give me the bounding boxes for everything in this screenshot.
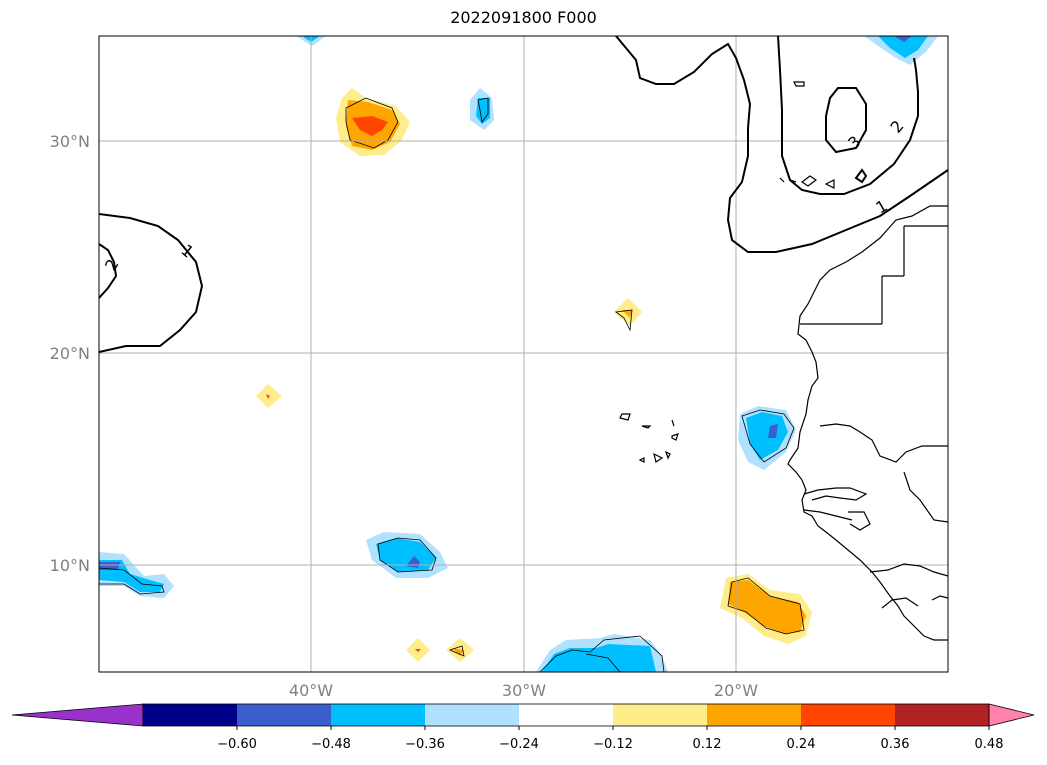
lat-tick-label: 30°N <box>50 132 90 151</box>
colorbar-tick-label: −0.48 <box>311 737 351 752</box>
positive-anomaly-patch <box>352 116 388 136</box>
lon-tick-label: 20°W <box>714 681 758 700</box>
colorbar-tick-label: −0.60 <box>217 737 257 752</box>
isoline-1-right <box>615 36 948 253</box>
negative-anomaly-patch <box>768 424 778 438</box>
colorbar-tick-label: 0.36 <box>881 737 910 752</box>
colorbar-frame <box>142 703 990 727</box>
shaded-anomalies <box>99 36 938 672</box>
colorbar-segment <box>331 704 425 726</box>
colorbar-tick-label: −0.24 <box>499 737 539 752</box>
lat-tick-label: 20°N <box>50 344 90 363</box>
colorbar-tick-label: 0.12 <box>693 737 722 752</box>
colorbar-extend-high <box>988 703 1035 727</box>
lon-tick-labels: 40°W 30°W 20°W <box>289 681 758 700</box>
lat-tick-label: 10°N <box>50 556 90 575</box>
negative-anomaly-patch <box>878 36 928 58</box>
map-frame <box>98 35 949 673</box>
anomaly-contours <box>99 97 805 672</box>
colorbar-segment <box>895 704 989 726</box>
colorbar-tick-label: −0.12 <box>593 737 633 752</box>
colorbar-segment <box>707 704 801 726</box>
negative-anomaly-patch <box>99 562 120 570</box>
colorbar-segment <box>801 704 895 726</box>
colorbar-segment <box>613 704 707 726</box>
isoline-3-right <box>825 87 867 154</box>
colorbar-segment <box>425 704 519 726</box>
isoline-2-right <box>777 36 919 195</box>
negative-anomaly-patch <box>476 98 490 124</box>
isoline-1-left <box>99 213 204 353</box>
positive-anomaly-patch <box>728 580 806 634</box>
map-title: 2022091800 F000 <box>450 8 597 27</box>
colorbar-tick-label: −0.36 <box>405 737 445 752</box>
lon-tick-label: 30°W <box>502 681 546 700</box>
map-area: 1 2 1 2 3 <box>99 36 948 672</box>
positive-anomaly-patch <box>415 649 421 652</box>
negative-anomaly-patch <box>894 36 912 42</box>
colorbar-tick-label: 0.48 <box>975 737 1004 752</box>
coastlines <box>619 81 948 641</box>
colorbar-tick-label: 0.24 <box>787 737 816 752</box>
graticule <box>99 36 948 672</box>
positive-anomaly-patch <box>622 310 632 318</box>
colorbar: −0.60 −0.48 −0.36 −0.24 −0.12 0.12 0.24 0.36 0.4… <box>11 703 1035 752</box>
negative-anomaly-patch <box>542 644 656 672</box>
negative-anomaly-patch <box>376 538 436 572</box>
positive-anomaly-patch <box>266 394 270 399</box>
isoline-3-inner <box>854 168 868 184</box>
lat-tick-labels: 30°N 20°N 10°N <box>50 132 90 575</box>
lon-tick-label: 40°W <box>289 681 333 700</box>
colorbar-segment <box>519 704 613 726</box>
positive-anomaly-patch <box>452 648 464 656</box>
colorbar-segment <box>237 704 331 726</box>
negative-anomaly-patch <box>746 412 788 460</box>
colorbar-segment <box>143 704 237 726</box>
colorbar-extend-low <box>11 703 144 727</box>
isolines <box>99 36 948 353</box>
isoline-2-left <box>99 243 118 299</box>
